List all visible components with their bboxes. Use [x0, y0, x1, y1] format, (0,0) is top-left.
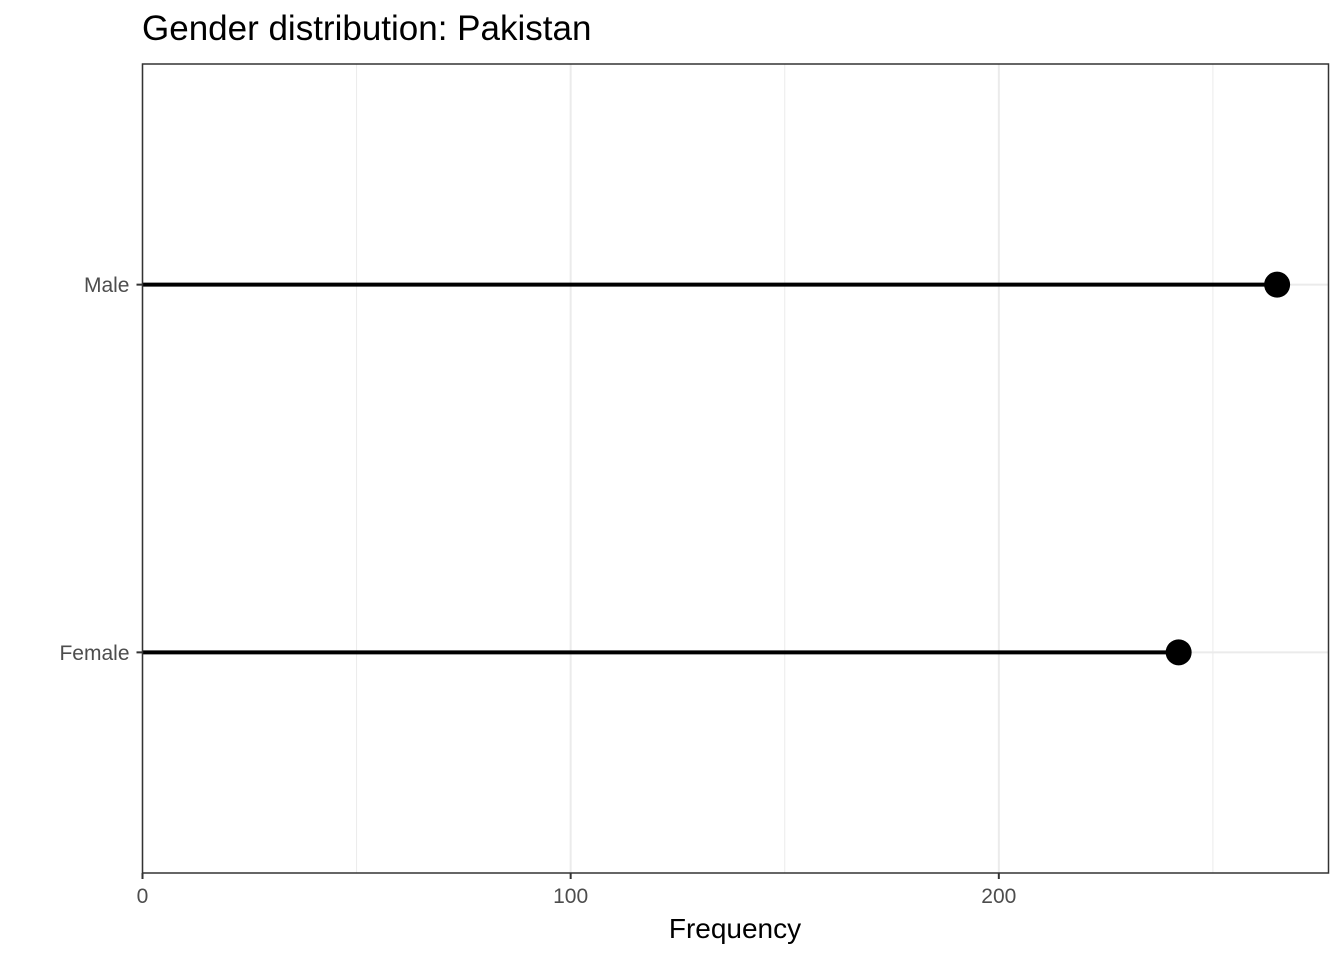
y-tick-label-male: Male — [84, 274, 130, 297]
marks-layer — [142, 271, 1291, 666]
chart-title: Gender distribution: Pakistan — [142, 9, 591, 48]
x-tick-label: 100 — [553, 885, 588, 908]
x-tick-label: 200 — [981, 885, 1016, 908]
lollipop-point-male — [1264, 271, 1291, 298]
axis-layer: 0 100 200 Female Male — [59, 274, 1016, 908]
grid-layer — [141, 64, 1329, 873]
x-tick-label: 0 — [137, 885, 149, 908]
plot-panel-border — [141, 63, 1330, 874]
x-axis-title: Frequency — [669, 913, 801, 944]
lollipop-point-female — [1165, 639, 1192, 666]
y-tick-label-female: Female — [59, 642, 129, 665]
